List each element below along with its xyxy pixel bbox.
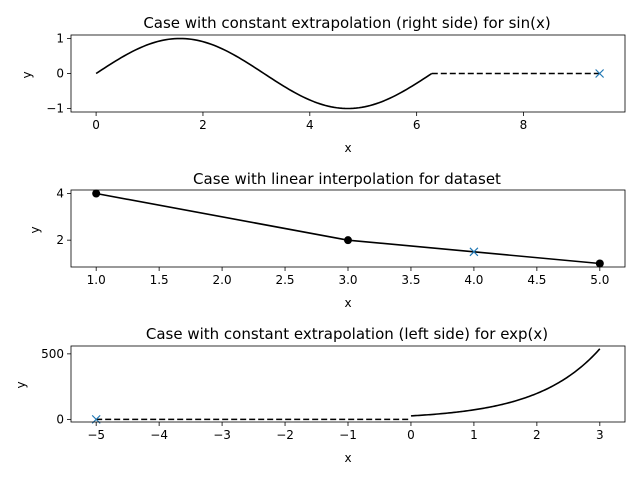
subplot-1-xtick-label: 0: [92, 118, 100, 132]
subplot-1-axes-frame: [70, 34, 626, 113]
subplot-3-xtick-label: −1: [339, 428, 357, 442]
subplot-3-axes-frame: [70, 345, 626, 423]
subplot-1-series-0-line: [95, 37, 433, 110]
subplot-2-ylabel: y: [28, 226, 42, 233]
subplot-2-xtick-label: 1.0: [87, 273, 106, 287]
subplot-1-title: Case with constant extrapolation (right …: [143, 14, 550, 32]
subplot-1-ytick-label: 0: [56, 67, 64, 81]
subplot-2-xtick-label: 4.5: [527, 273, 546, 287]
subplot-3-title: Case with constant extrapolation (left s…: [146, 325, 548, 343]
subplot-3-series-0-line: [410, 348, 601, 417]
subplot-3-xtick-label: −4: [150, 428, 168, 442]
subplot-2-xtick-label: 5.0: [590, 273, 609, 287]
subplot-3-xtick-label: 1: [470, 428, 478, 442]
subplot-2-xlabel: x: [344, 296, 351, 310]
subplot-2-xtick-label: 1.5: [150, 273, 169, 287]
subplot-3-xtick-label: 0: [407, 428, 415, 442]
subplot-3-ytick-label: 500: [41, 347, 64, 361]
subplot-2-series-0-point: [92, 189, 101, 198]
subplot-2-xtick-label: 4.0: [464, 273, 483, 287]
subplot-3-xtick-label: 2: [533, 428, 541, 442]
subplot-2-series-1-marker: [469, 247, 479, 257]
subplot-2-series-0-point: [595, 259, 604, 268]
subplot-1-series-2-marker: [595, 69, 605, 78]
subplot-1-xtick-label: 8: [520, 118, 528, 132]
subplot-1-xtick-label: 4: [306, 118, 314, 132]
subplot-2-xtick-label: 3.5: [401, 273, 420, 287]
subplot-1-ytick-label: 1: [56, 32, 64, 46]
subplot-3-xlabel: x: [344, 451, 351, 465]
subplot-2: Case with linear interpolation for datas…: [28, 170, 626, 310]
subplot-3-xtick-label: 3: [596, 428, 604, 442]
subplot-1: Case with constant extrapolation (right …: [20, 14, 626, 155]
subplot-3: Case with constant extrapolation (left s…: [14, 325, 626, 465]
subplot-3-xtick-label: −3: [213, 428, 231, 442]
subplot-1-xlabel: x: [344, 141, 351, 155]
subplot-1-ylabel: y: [20, 71, 34, 78]
subplot-2-ytick-label: 4: [56, 187, 64, 201]
subplot-3-ytick-label: 0: [56, 412, 64, 426]
subplot-3-ylabel: y: [14, 381, 28, 388]
subplot-3-xtick-label: −2: [276, 428, 294, 442]
subplot-2-ytick-label: 2: [56, 233, 64, 247]
subplot-3-xtick-label: −5: [87, 428, 105, 442]
subplot-2-xtick-label: 3.0: [338, 273, 357, 287]
subplot-1-xtick-label: 2: [199, 118, 207, 132]
subplot-1-ytick-label: −1: [46, 102, 64, 116]
subplot-1-xtick-label: 6: [413, 118, 421, 132]
subplot-2-series-0-point: [344, 236, 352, 245]
subplot-2-xtick-label: 2.5: [275, 273, 294, 287]
subplot-2-xtick-label: 2.0: [213, 273, 232, 287]
subplot-2-title: Case with linear interpolation for datas…: [193, 170, 501, 188]
subplot-2-axes-frame: [70, 189, 626, 268]
